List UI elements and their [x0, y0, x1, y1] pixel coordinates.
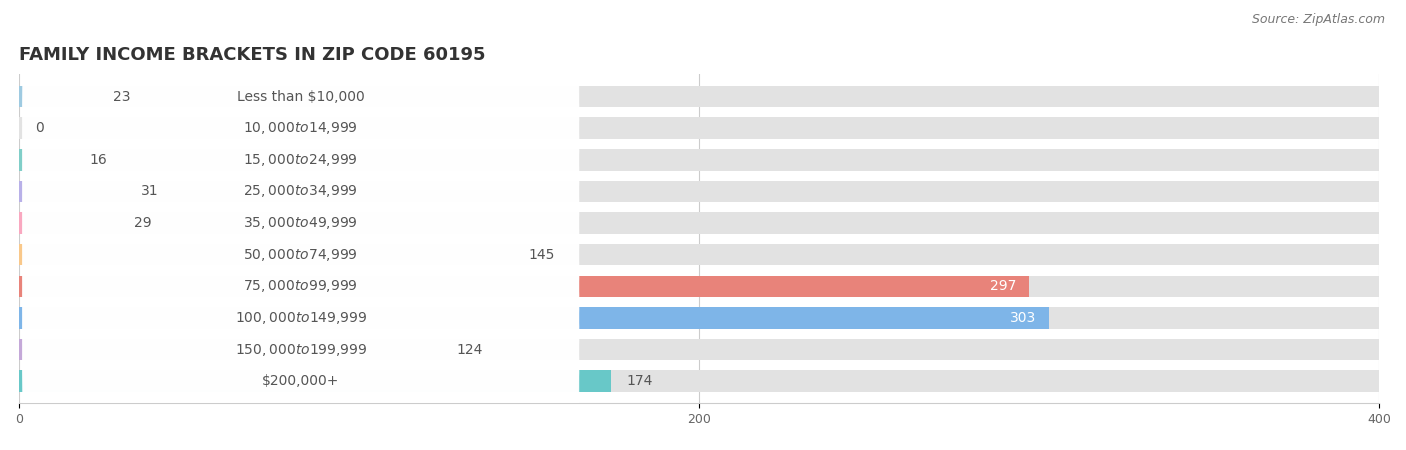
- Bar: [20, 275, 1029, 297]
- Bar: [20, 117, 1379, 139]
- Text: Source: ZipAtlas.com: Source: ZipAtlas.com: [1251, 14, 1385, 27]
- Bar: [20, 307, 1049, 328]
- Text: $100,000 to $149,999: $100,000 to $149,999: [235, 310, 367, 326]
- Bar: [20, 370, 1379, 392]
- Text: $25,000 to $34,999: $25,000 to $34,999: [243, 184, 359, 199]
- Text: $15,000 to $24,999: $15,000 to $24,999: [243, 152, 359, 168]
- Bar: [20, 275, 1379, 297]
- Text: 297: 297: [990, 279, 1017, 293]
- Bar: [20, 339, 1379, 360]
- Bar: [20, 86, 1379, 107]
- FancyBboxPatch shape: [22, 88, 579, 232]
- Bar: [20, 149, 73, 171]
- Text: 29: 29: [134, 216, 152, 230]
- Bar: [20, 86, 97, 107]
- Text: 31: 31: [141, 184, 159, 198]
- Text: 16: 16: [90, 153, 107, 167]
- Bar: [20, 212, 1379, 234]
- Bar: [20, 244, 512, 266]
- Text: $200,000+: $200,000+: [262, 374, 339, 388]
- Text: 174: 174: [627, 374, 654, 388]
- FancyBboxPatch shape: [22, 24, 579, 169]
- Text: $50,000 to $74,999: $50,000 to $74,999: [243, 247, 359, 263]
- Bar: [20, 307, 1379, 328]
- Text: $35,000 to $49,999: $35,000 to $49,999: [243, 215, 359, 231]
- Bar: [20, 180, 124, 202]
- Text: $75,000 to $99,999: $75,000 to $99,999: [243, 278, 359, 294]
- Text: $150,000 to $199,999: $150,000 to $199,999: [235, 342, 367, 357]
- Text: FAMILY INCOME BRACKETS IN ZIP CODE 60195: FAMILY INCOME BRACKETS IN ZIP CODE 60195: [20, 46, 485, 64]
- Text: 303: 303: [1010, 311, 1036, 325]
- Bar: [20, 149, 1379, 171]
- FancyBboxPatch shape: [22, 183, 579, 327]
- Text: 145: 145: [529, 248, 554, 261]
- Text: 0: 0: [35, 121, 44, 135]
- Text: 124: 124: [457, 342, 484, 356]
- Bar: [20, 244, 1379, 266]
- FancyBboxPatch shape: [22, 309, 579, 450]
- FancyBboxPatch shape: [22, 246, 579, 390]
- FancyBboxPatch shape: [22, 278, 579, 422]
- Text: $10,000 to $14,999: $10,000 to $14,999: [243, 120, 359, 136]
- Bar: [20, 339, 440, 360]
- Bar: [20, 212, 118, 234]
- FancyBboxPatch shape: [22, 119, 579, 263]
- Text: Less than $10,000: Less than $10,000: [236, 90, 364, 104]
- FancyBboxPatch shape: [22, 151, 579, 295]
- Text: 23: 23: [114, 90, 131, 104]
- FancyBboxPatch shape: [22, 214, 579, 358]
- Bar: [20, 370, 610, 392]
- FancyBboxPatch shape: [22, 56, 579, 200]
- Bar: [20, 180, 1379, 202]
